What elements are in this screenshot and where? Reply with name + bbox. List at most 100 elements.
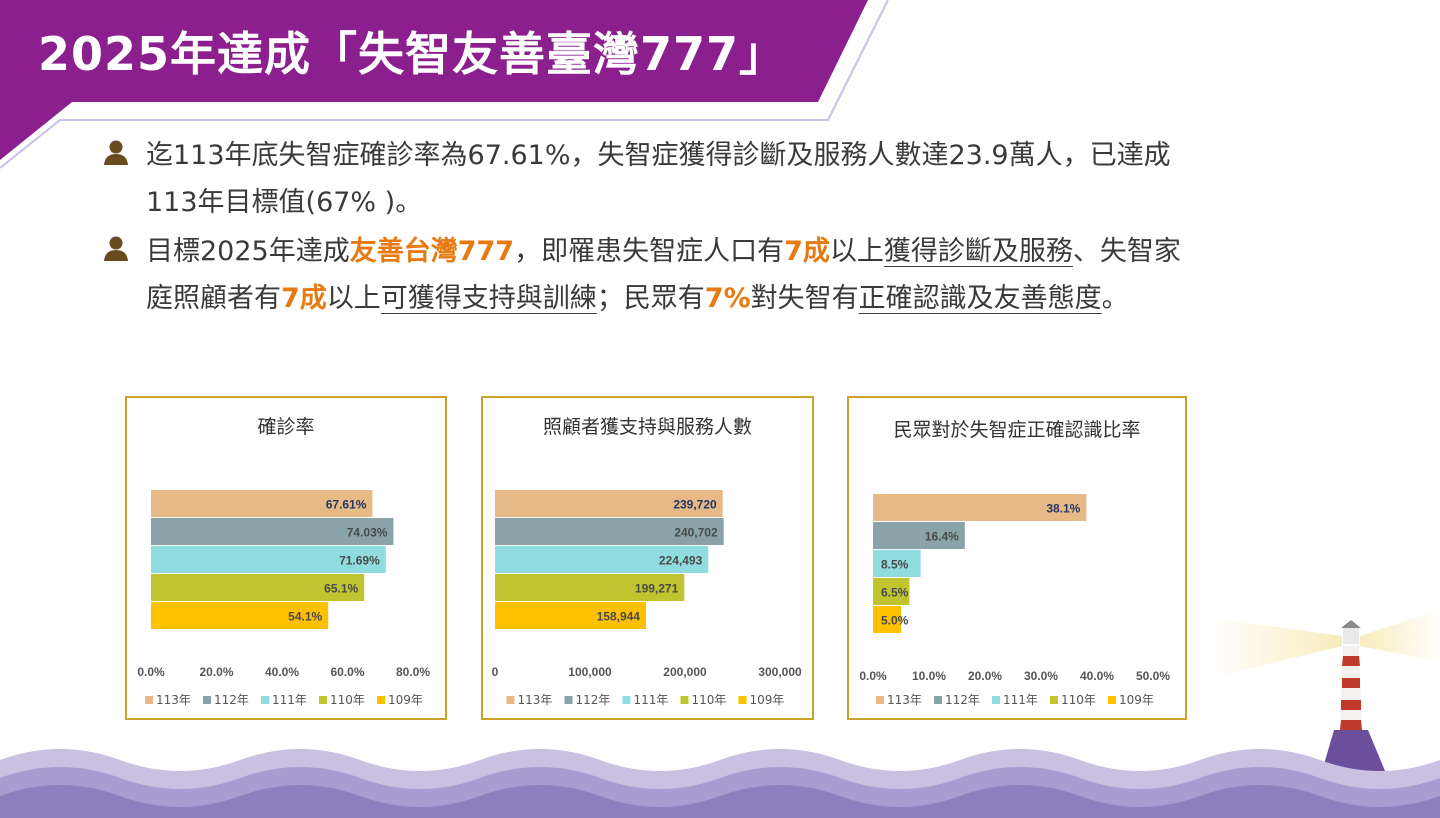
data-label: 38.1% [1046,502,1080,516]
bar-111年 [495,546,709,573]
tick-label: 30.0% [1024,669,1058,683]
data-label: 239,720 [673,498,717,512]
title-banner [0,0,889,169]
legend-label: 113年 [887,693,922,707]
bullet-2-part-4: 以上 [829,236,884,267]
highlight-777: 友善台灣777 [349,236,515,267]
bar-109年 [873,606,901,633]
data-label: 158,944 [597,610,641,624]
chart-title: 照顧者獲支持與服務人數 [542,416,752,438]
legend-swatch [876,696,884,704]
tick-label: 100,000 [568,665,612,679]
tick-label: 0.0% [859,669,887,683]
bar-110年 [873,578,910,605]
bar-109年 [495,602,646,629]
underline-support-training: 可獲得支持與訓練 [380,283,597,314]
data-label: 199,271 [635,582,679,596]
data-label: 16.4% [925,530,959,544]
bullet-2-part-10: ；民眾有 [596,283,705,314]
legend-swatch [261,696,269,704]
bar-113年 [495,490,723,517]
data-label: 6.5% [881,586,909,600]
chart-svg-diagnosis-rate: 67.61% 74.03% 71.69% 65.1%54.1% 0.0% 20.0% 40.… [137,490,430,707]
tick-label: 40.0% [265,665,299,679]
data-label: 67.61% [326,498,367,512]
chart-panel-public-awareness: 民眾對於失智症正確認識比率 38.1% 16.4% 8.5% 6.5% 5.0% 0.0%… [847,396,1187,720]
bullet-2-part-2: ，即罹患失智症人口有 [514,236,785,267]
legend-swatch [319,696,327,704]
bullet-2-part-0: 目標2025年達成 [146,236,350,267]
bullet-list: 迄113年底失智症確診率為67.61%，失智症獲得診斷及服務人數達23.9萬人，… [100,132,1190,324]
chart-svg-caregiver-support: 239,720 240,702 224,493 199,271 158,944 0 100,… [492,490,802,707]
legend-swatch [203,696,211,704]
legend-label: 112年 [945,693,980,707]
tick-label: 20.0% [199,665,233,679]
bullet-text-1: 迄113年底失智症確診率為67.61%，失智症獲得診斷及服務人數達23.9萬人，… [146,140,1171,218]
bullet-1-part-0: 迄113年底失智症確診率為67.61%，失智症獲得診斷及服務人數達23.9萬人，… [146,140,1171,218]
legend-label: 109年 [750,693,785,707]
data-label: 224,493 [659,554,703,568]
wave-decoration [0,749,1440,818]
chart-svg-public-awareness: 38.1% 16.4% 8.5% 6.5% 5.0% 0.0% 10.0% 20.0% 30.0… [859,494,1170,707]
bar-109年 [151,602,329,629]
legend-label: 113年 [156,693,191,707]
bar-110年 [151,574,365,601]
bar-110年 [495,574,685,601]
data-label: 74.03% [347,526,388,540]
legend-swatch [992,696,1000,704]
data-label: 54.1% [288,610,322,624]
legend-label: 111年 [272,693,307,707]
legend-swatch [506,696,515,704]
bullet-2-part-6: 、失智家庭照顧者有 [146,236,1181,314]
tick-label: 20.0% [968,669,1002,683]
legend-swatch [934,696,942,704]
legend-label: 112年 [576,693,611,707]
highlight-7-percent-caregiver: 7成 [281,283,327,314]
lighthouse-icon [1210,610,1440,778]
legend-swatch [738,696,747,704]
person-icon [104,140,128,165]
bar-112年 [151,518,394,545]
bar-111年 [873,550,921,577]
tick-label: 40.0% [1080,669,1114,683]
bar-112年 [873,522,965,549]
legend-swatch [680,696,689,704]
underline-diagnosis-service: 獲得診斷及服務 [883,236,1073,267]
tick-label: 10.0% [912,669,946,683]
legend-label: 111年 [1003,693,1038,707]
legend-label: 110年 [1061,693,1096,707]
bullet-2-part-14: 。 [1101,283,1129,314]
chart-title: 確診率 [257,416,315,438]
tick-label: 60.0% [330,665,364,679]
bullet-item-1: 迄113年底失智症確診率為67.61%，失智症獲得診斷及服務人數達23.9萬人，… [100,132,1190,226]
legend-swatch [1108,696,1116,704]
bullet-item-2: 目標2025年達成友善台灣777，即罹患失智症人口有7成以上獲得診斷及服務、失智… [100,228,1190,322]
tick-label: 0.0% [137,665,165,679]
highlight-7-percent-diagnosis: 7成 [784,236,830,267]
bullet-2-part-8: 以上 [326,283,381,314]
data-label: 5.0% [881,614,909,628]
legend-label: 110年 [330,693,365,707]
tick-label: 80.0% [396,665,430,679]
bar-113年 [151,490,373,517]
chart-panel-caregiver-support: 照顧者獲支持與服務人數 239,720 240,702 224,493 199,271… [481,396,814,720]
bullet-text-2: 目標2025年達成友善台灣777，即罹患失智症人口有7成以上獲得診斷及服務、失智… [146,236,1181,314]
tick-label: 0 [492,665,499,679]
page-title: 2025年達成「失智友善臺灣777」 [38,27,787,81]
legend-label: 112年 [214,693,249,707]
data-label: 65.1% [324,582,358,596]
data-label: 240,702 [674,526,718,540]
data-label: 71.69% [339,554,380,568]
tick-label: 200,000 [663,665,707,679]
legend-swatch [377,696,385,704]
legend-label: 109年 [388,693,423,707]
legend-swatch [564,696,573,704]
person-icon [104,236,128,261]
bar-112年 [495,518,724,545]
bar-111年 [151,546,386,573]
tick-label: 300,000 [758,665,802,679]
data-label: 8.5% [881,558,909,572]
underline-correct-attitude: 正確認識及友善態度 [858,283,1102,314]
legend-label: 109年 [1119,693,1154,707]
highlight-7-percent-public: 7% [704,283,751,314]
